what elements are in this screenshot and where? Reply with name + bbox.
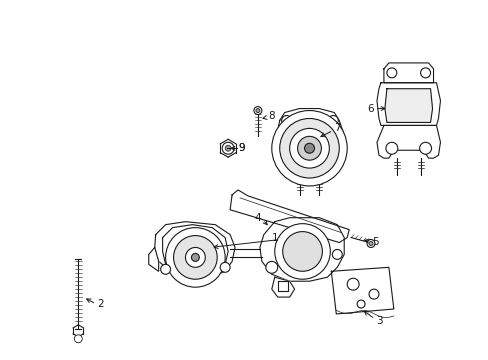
Circle shape (191, 253, 199, 261)
Circle shape (297, 136, 321, 160)
Text: 4: 4 (254, 213, 261, 223)
Text: 6: 6 (366, 104, 373, 113)
Polygon shape (384, 89, 432, 122)
Circle shape (265, 261, 277, 273)
Polygon shape (331, 267, 393, 314)
Polygon shape (259, 218, 344, 281)
Circle shape (224, 145, 231, 151)
Circle shape (279, 118, 339, 178)
Polygon shape (277, 281, 287, 291)
Circle shape (386, 68, 396, 78)
Polygon shape (282, 117, 336, 172)
Polygon shape (376, 83, 440, 125)
Circle shape (366, 239, 374, 247)
Circle shape (368, 289, 378, 299)
Text: 5: 5 (371, 237, 378, 247)
Text: 1: 1 (271, 233, 278, 243)
Circle shape (327, 116, 338, 125)
Circle shape (185, 247, 205, 267)
Circle shape (74, 335, 82, 343)
Polygon shape (383, 63, 433, 83)
Polygon shape (154, 222, 235, 277)
Circle shape (304, 143, 314, 153)
Polygon shape (274, 109, 344, 178)
Circle shape (333, 157, 343, 167)
Polygon shape (376, 125, 440, 158)
Text: 7: 7 (334, 123, 340, 134)
Circle shape (281, 116, 291, 125)
Circle shape (274, 224, 330, 279)
Circle shape (368, 242, 372, 246)
Circle shape (356, 300, 365, 308)
Polygon shape (148, 247, 158, 271)
Circle shape (282, 231, 322, 271)
Polygon shape (271, 277, 294, 297)
Circle shape (161, 264, 170, 274)
Circle shape (289, 129, 328, 168)
Circle shape (420, 68, 429, 78)
Polygon shape (230, 190, 348, 243)
Circle shape (276, 157, 286, 167)
Polygon shape (163, 225, 228, 274)
Text: 9: 9 (238, 143, 244, 153)
Circle shape (222, 142, 234, 154)
Text: 2: 2 (97, 299, 103, 309)
Text: 8: 8 (267, 111, 274, 121)
Circle shape (165, 228, 224, 287)
Circle shape (271, 111, 346, 186)
Circle shape (173, 235, 217, 279)
Circle shape (346, 278, 358, 290)
Text: 9: 9 (238, 143, 244, 153)
Circle shape (385, 142, 397, 154)
Circle shape (419, 142, 431, 154)
Circle shape (332, 249, 342, 260)
Circle shape (220, 262, 230, 272)
Circle shape (255, 109, 259, 113)
Circle shape (253, 107, 262, 114)
Text: 3: 3 (375, 316, 382, 326)
